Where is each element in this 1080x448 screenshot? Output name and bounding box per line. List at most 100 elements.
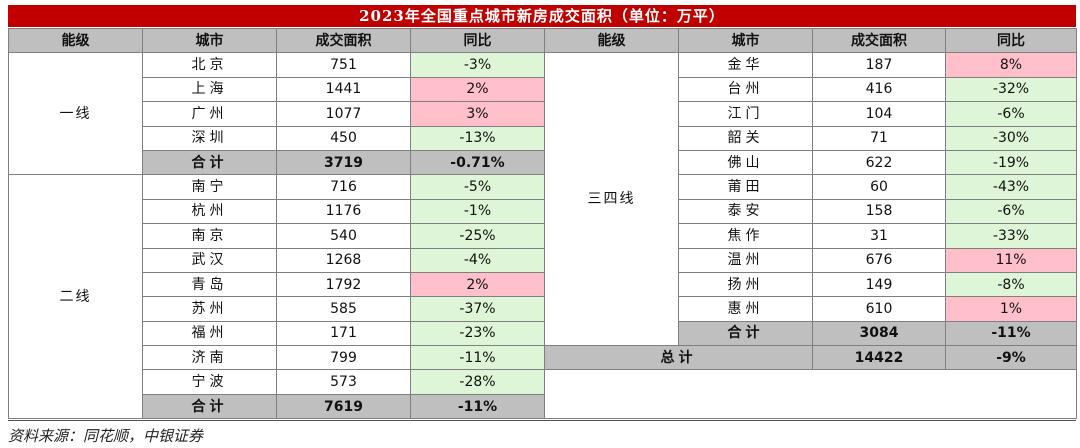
yoy-value: 1% xyxy=(945,296,1077,322)
column-header: 能级 xyxy=(544,27,679,54)
area-value: 585 xyxy=(276,296,411,322)
area-value: 416 xyxy=(812,76,946,103)
yoy-value: -11% xyxy=(410,345,545,371)
city-name: 金华 xyxy=(678,52,813,78)
city-name: 杭州 xyxy=(142,198,277,225)
subtotal-label: 合计 xyxy=(142,149,277,176)
city-name: 焦作 xyxy=(678,223,813,249)
yoy-value: -28% xyxy=(410,369,545,395)
yoy-value: -0.71% xyxy=(410,149,545,176)
yoy-value: 11% xyxy=(945,247,1077,273)
table-row: 杭州 1176 -1% 泰安 158 -6% xyxy=(9,198,1077,225)
yoy-value: -37% xyxy=(410,296,545,322)
tier-label: 二线 xyxy=(8,174,143,420)
area-value: 3719 xyxy=(276,149,411,176)
table-row: 济南 799 -11% 总计 14422 -9% xyxy=(9,345,1077,371)
city-name: 北京 xyxy=(142,52,277,78)
yoy-value: -33% xyxy=(945,223,1077,249)
city-name: 南京 xyxy=(142,223,277,249)
column-header: 城市 xyxy=(142,27,277,54)
yoy-value: -5% xyxy=(410,174,545,200)
area-value: 622 xyxy=(812,149,946,176)
city-name: 扬州 xyxy=(678,271,813,298)
area-value: 751 xyxy=(276,52,411,78)
area-value: 450 xyxy=(276,125,411,151)
yoy-value: -13% xyxy=(410,125,545,151)
header-row: 能级 城市 成交面积 同比 能级 城市 成交面积 同比 xyxy=(8,27,1077,54)
area-value: 799 xyxy=(276,345,411,371)
table-row: 二线 南宁 716 -5% 莆田 60 -43% xyxy=(8,174,1077,420)
area-value: 31 xyxy=(812,223,946,249)
subtotal-label: 合计 xyxy=(678,320,813,347)
city-name: 莆田 xyxy=(678,174,813,200)
yoy-value: 2% xyxy=(410,271,545,298)
table-row: 福州 171 -23% 合计 3084 -11% xyxy=(9,320,1077,347)
city-name: 苏州 xyxy=(142,296,277,322)
area-value: 1268 xyxy=(276,247,411,273)
city-name: 广州 xyxy=(142,101,277,127)
city-name: 深圳 xyxy=(142,125,277,151)
area-value: 104 xyxy=(812,101,946,127)
yoy-value: -11% xyxy=(410,393,545,420)
area-value: 1792 xyxy=(276,271,411,298)
city-name: 南宁 xyxy=(142,174,277,200)
table-row: 合计 3719 -0.71% 佛山 622 -19% xyxy=(9,149,1077,176)
grand-total-yoy: -9% xyxy=(945,345,1077,371)
table-row: 武汉 1268 -4% 温州 676 11% xyxy=(9,247,1077,273)
column-header: 成交面积 xyxy=(276,27,411,54)
table-row: 合计 7619 -11% xyxy=(9,393,1077,420)
yoy-value: -1% xyxy=(410,198,545,225)
source-note: 资料来源：同花顺，中银证券 xyxy=(8,420,1076,446)
area-value: 60 xyxy=(812,174,946,200)
column-header: 成交面积 xyxy=(812,27,946,54)
blank-cell xyxy=(544,369,1077,420)
yoy-value: -30% xyxy=(945,125,1077,151)
area-value: 187 xyxy=(812,52,946,78)
table-row: 南京 540 -25% 焦作 31 -33% xyxy=(9,223,1077,249)
tier-label: 一线 xyxy=(8,52,143,176)
yoy-value: -4% xyxy=(410,247,545,273)
yoy-value: -23% xyxy=(410,320,545,347)
table-row: 苏州 585 -37% 惠州 610 1% xyxy=(9,296,1077,322)
table-row: 上海 1441 2% 台州 416 -32% xyxy=(9,76,1077,103)
city-name: 宁波 xyxy=(142,369,277,395)
area-value: 1077 xyxy=(276,101,411,127)
city-name: 上海 xyxy=(142,76,277,103)
city-name: 济南 xyxy=(142,345,277,371)
area-value: 540 xyxy=(276,223,411,249)
subtotal-label: 合计 xyxy=(142,393,277,420)
yoy-value: 3% xyxy=(410,101,545,127)
yoy-value: -3% xyxy=(410,52,545,78)
tier-label: 三四线 xyxy=(544,52,679,347)
housing-sales-table: 能级 城市 成交面积 同比 能级 城市 成交面积 同比 一线 北京 751 -3% 三四线 金华 187 8%… xyxy=(8,27,1077,420)
city-name: 温州 xyxy=(678,247,813,273)
yoy-value: -43% xyxy=(945,174,1077,200)
city-name: 惠州 xyxy=(678,296,813,322)
column-header: 同比 xyxy=(945,27,1077,54)
city-name: 台州 xyxy=(678,76,813,103)
area-value: 71 xyxy=(812,125,946,151)
area-value: 716 xyxy=(276,174,411,200)
city-name: 佛山 xyxy=(678,149,813,176)
yoy-value: -11% xyxy=(945,320,1077,347)
yoy-value: -6% xyxy=(945,101,1077,127)
yoy-value: -19% xyxy=(945,149,1077,176)
city-name: 江门 xyxy=(678,101,813,127)
city-name: 韶关 xyxy=(678,125,813,151)
area-value: 3084 xyxy=(812,320,946,347)
yoy-value: -25% xyxy=(410,223,545,249)
yoy-value: 2% xyxy=(410,76,545,103)
area-value: 1176 xyxy=(276,198,411,225)
column-header: 城市 xyxy=(678,27,813,54)
area-value: 676 xyxy=(812,247,946,273)
area-value: 7619 xyxy=(276,393,411,420)
table-row: 青岛 1792 2% 扬州 149 -8% xyxy=(9,271,1077,298)
city-name: 福州 xyxy=(142,320,277,347)
table-row: 一线 北京 751 -3% 三四线 金华 187 8% xyxy=(8,52,1077,347)
city-name: 青岛 xyxy=(142,271,277,298)
table-row: 广州 1077 3% 江门 104 -6% xyxy=(9,101,1077,127)
area-value: 158 xyxy=(812,198,946,225)
yoy-value: -8% xyxy=(945,271,1077,298)
column-header: 能级 xyxy=(8,27,143,54)
grand-total-label: 总计 xyxy=(544,345,813,371)
